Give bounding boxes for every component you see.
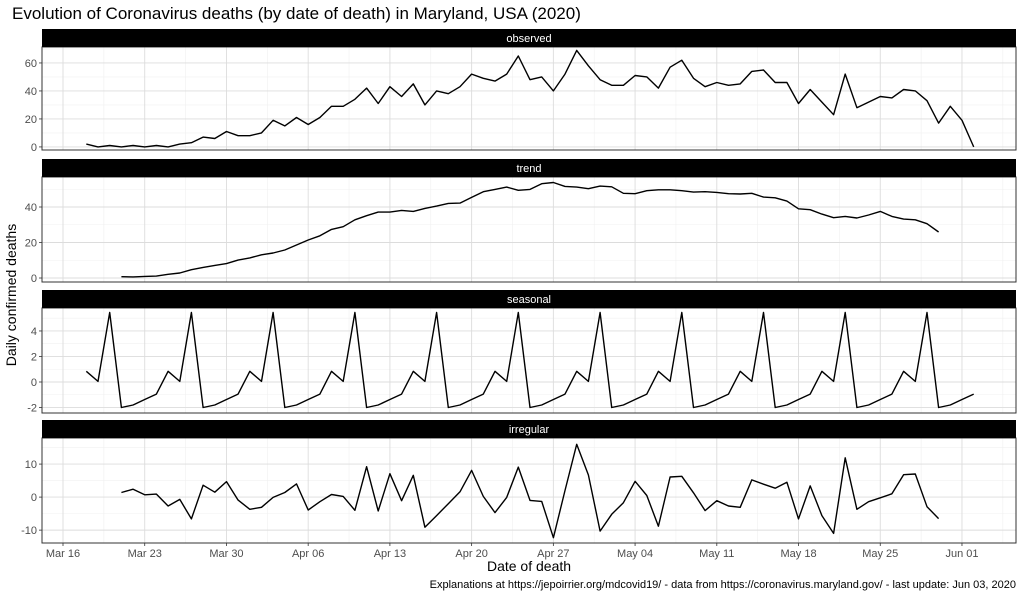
x-tick-label: May 04 xyxy=(617,548,653,560)
panel-background xyxy=(42,177,1016,282)
x-tick-label: Mar 23 xyxy=(128,548,162,560)
x-tick-label: May 25 xyxy=(862,548,898,560)
panel-observed: 0 20 40 60 observed xyxy=(25,29,1017,154)
y-tick-label: 0 xyxy=(31,377,37,389)
strip-label: irregular xyxy=(509,424,550,436)
panel-seasonal: -2 0 2 4 seasonal xyxy=(27,290,1017,415)
chart-title: Evolution of Coronavirus deaths (by date… xyxy=(12,4,581,23)
panel-background xyxy=(42,47,1016,150)
y-tick-label: 0 xyxy=(31,273,37,285)
strip-label: observed xyxy=(506,33,551,45)
x-tick-label: Apr 27 xyxy=(537,548,569,560)
x-tick-label: May 18 xyxy=(780,548,816,560)
series-line-irregular xyxy=(121,443,940,539)
caption: Explanations at https://jepoirrier.org/m… xyxy=(430,579,1016,591)
strip-trend xyxy=(42,159,1016,177)
series-line-observed xyxy=(86,49,975,148)
y-tick-label: 10 xyxy=(25,459,37,471)
y-tick-label: 20 xyxy=(25,114,37,126)
y-tick-label: 40 xyxy=(25,202,37,214)
panel-trend: 0 20 40 trend xyxy=(25,159,1017,285)
y-tick-label: 0 xyxy=(31,492,37,504)
y-tick-label: 60 xyxy=(25,58,37,70)
strip-seasonal xyxy=(42,290,1016,308)
y-tick-label: -10 xyxy=(21,525,37,537)
x-tick-label: Apr 13 xyxy=(374,548,406,560)
x-tick-label: Apr 20 xyxy=(455,548,487,560)
strip-label: seasonal xyxy=(507,294,551,306)
y-tick-label: -2 xyxy=(27,403,37,415)
x-axis-title: Date of death xyxy=(487,558,571,574)
x-tick-label: Apr 06 xyxy=(292,548,324,560)
y-tick-label: 4 xyxy=(31,326,37,338)
y-tick-label: 0 xyxy=(31,142,37,154)
series-line-trend xyxy=(121,181,940,278)
panel-irregular: -10 0 10 irregular xyxy=(21,420,1017,544)
strip-observed xyxy=(42,29,1016,47)
strip-label: trend xyxy=(516,163,541,175)
y-tick-label: 40 xyxy=(25,86,37,98)
y-tick-label: 2 xyxy=(31,351,37,363)
y-tick-label: 20 xyxy=(25,238,37,250)
strip-irregular xyxy=(42,420,1016,438)
panel-background xyxy=(42,438,1016,543)
x-tick-label: Mar 16 xyxy=(46,548,80,560)
series-line-seasonal xyxy=(85,311,974,409)
x-tick-label: Mar 30 xyxy=(209,548,243,560)
y-axis-title: Daily confirmed deaths xyxy=(3,224,19,366)
x-tick-label: Jun 01 xyxy=(945,548,978,560)
x-tick-label: May 11 xyxy=(699,548,734,560)
